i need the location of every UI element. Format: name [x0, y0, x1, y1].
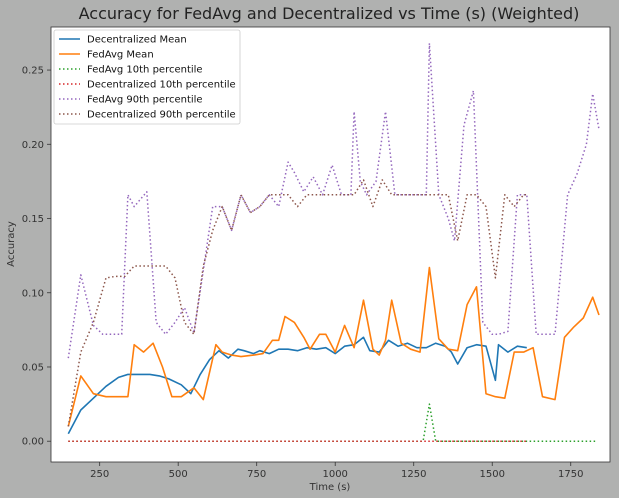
series-line-fedavg-mean [67, 266, 600, 427]
series-line-decentralized-mean [67, 336, 527, 435]
x-axis-label: Time (s) [309, 482, 351, 493]
series-lines [67, 42, 600, 442]
x-tick-label: 1250 [401, 469, 426, 480]
legend: Decentralized Mean FedAvg Mean FedAvg 10th… [53, 29, 241, 125]
legend-label-decentralized-10th-percentile: Decentralized 10th percentile [87, 80, 236, 91]
series-line-fedavg-90th-percentile [67, 42, 600, 359]
x-tick-label: 1500 [480, 469, 505, 480]
legend-label-fedavg-mean: FedAvg Mean [87, 50, 154, 61]
legend-label-decentralized-mean: Decentralized Mean [87, 35, 187, 46]
legend-label-fedavg-90th-percentile: FedAvg 90th percentile [87, 95, 203, 106]
x-tick-label: 250 [90, 469, 109, 480]
y-tick-label: 0.00 [22, 437, 44, 448]
y-tick-label: 0.05 [22, 362, 44, 373]
y-tick-label: 0.10 [22, 288, 44, 299]
y-axis-label: Accuracy [6, 221, 17, 267]
x-axis-ticks: 250 500 750 1000 1250 1500 1750 [90, 462, 583, 480]
y-tick-label: 0.20 [22, 140, 44, 151]
legend-box [53, 29, 241, 125]
legend-label-fedavg-10th-percentile: FedAvg 10th percentile [87, 65, 203, 76]
y-tick-label: 0.25 [22, 66, 44, 77]
x-tick-label: 750 [247, 469, 266, 480]
chart-title: Accuracy for FedAvg and Decentralized vs… [79, 4, 580, 23]
x-tick-label: 1750 [558, 469, 583, 480]
x-tick-label: 500 [169, 469, 188, 480]
x-tick-label: 1000 [322, 469, 347, 480]
y-axis-ticks: 0.00 0.05 0.10 0.15 0.20 0.25 [22, 66, 51, 448]
legend-label-decentralized-90th-percentile: Decentralized 90th percentile [87, 110, 236, 121]
y-tick-label: 0.15 [22, 214, 44, 225]
series-line-decentralized-90th-percentile [67, 179, 527, 427]
